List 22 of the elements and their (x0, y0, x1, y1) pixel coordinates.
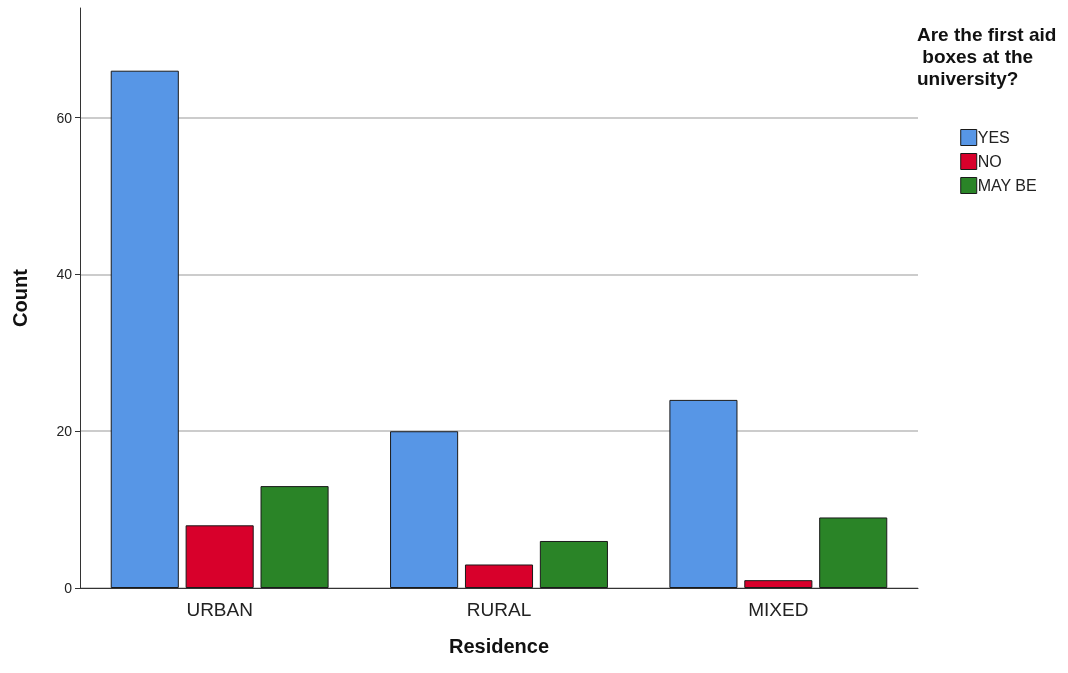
legend-label: YES (977, 129, 1010, 146)
legend-label: MAY BE (977, 177, 1037, 194)
legend-title: Are the first aid boxes at the university? (917, 23, 1057, 89)
y-tick-label: 20 (56, 423, 73, 440)
y-axis-title: Count (9, 268, 31, 327)
bar (390, 431, 459, 588)
bar (819, 517, 888, 588)
bar (744, 580, 813, 588)
x-axis-title: Residence (448, 635, 550, 657)
bar (669, 399, 738, 588)
x-tick-label: URBAN (186, 599, 253, 620)
bar (464, 564, 534, 588)
legend-label: NO (977, 153, 1002, 170)
x-tick-label: RURAL (466, 599, 532, 620)
y-tick-label: 40 (56, 266, 73, 283)
y-tick-label: 60 (56, 109, 73, 126)
x-tick-label: MIXED (748, 599, 809, 620)
bar (185, 525, 254, 588)
bar (539, 540, 608, 588)
bar (260, 486, 329, 588)
y-tick-label: 0 (64, 580, 73, 596)
bar (110, 70, 179, 588)
